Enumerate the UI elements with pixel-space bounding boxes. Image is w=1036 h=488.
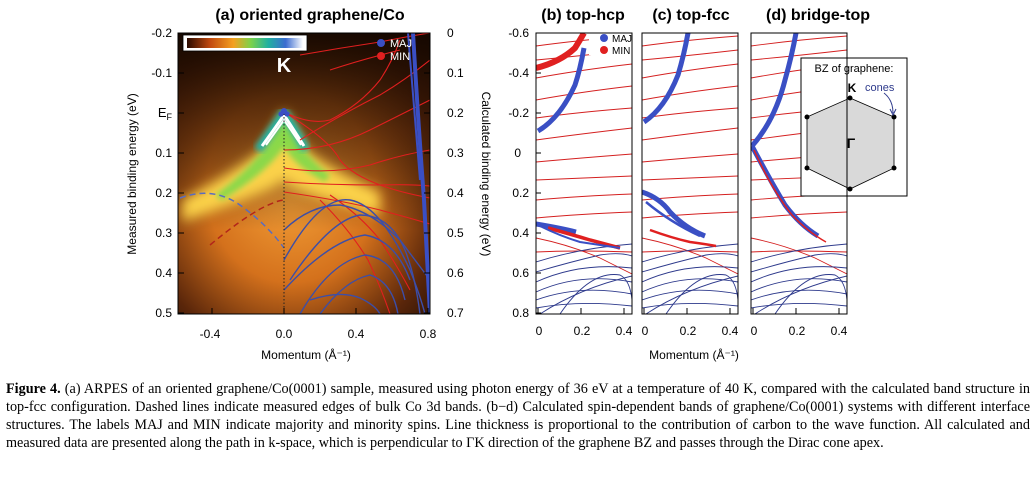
maj-band-thick (642, 189, 706, 239)
right-tick-label: 0.4 (447, 186, 464, 200)
k-point-label: K (277, 55, 292, 77)
y-tick-label: -0.2 (508, 106, 529, 120)
legend-maj-marker (377, 39, 385, 47)
panel-d-frame (750, 32, 848, 315)
right-tick-label: 0.7 (447, 306, 464, 320)
bz-cones-label: cones (865, 82, 895, 94)
x-tick-label: 0.8 (420, 327, 437, 341)
x-tick-label: 0.4 (348, 327, 365, 341)
right-tick-label: 0.1 (447, 66, 464, 80)
right-tick-label: 0.5 (447, 226, 464, 240)
legend-min-label: MIN (612, 46, 630, 57)
panel-a-ylabel-left: Measured binding energy (eV) (125, 93, 139, 254)
panel-a-xlabel: Momentum (Å⁻¹) (261, 347, 351, 362)
bz-inset: BZ of graphene: K cones Γ (800, 57, 908, 197)
x-tick-label: 0.2 (574, 324, 591, 338)
maj-band-thick (751, 33, 799, 148)
ef-label: EF (158, 105, 173, 122)
x-tick-label: 0.2 (789, 324, 806, 338)
panels-bcd-xlabel: Momentum (Å⁻¹) (649, 347, 739, 362)
panel-d-title: (d) bridge-top (766, 7, 870, 24)
panel-a-ylabel-right: Calculated binding energy (eV) (479, 92, 493, 257)
caption-text: (a) ARPES of an oriented graphene/Co(000… (6, 381, 1030, 451)
maj-band-thick (536, 47, 587, 134)
min-band-thick (649, 228, 717, 248)
y-tick-label: -0.4 (508, 66, 529, 80)
panel-c-title: (c) top-fcc (652, 7, 729, 24)
left-tick-label: -0.1 (151, 66, 172, 80)
min-band-thick (547, 226, 621, 250)
panel-a-left-axis: -0.2 -0.1 EF 0.1 0.2 0.3 0.4 0.5 (151, 26, 184, 320)
y-tick-label: 0.2 (512, 186, 529, 200)
figure-4: (a) oriented graphene/Co (125, 7, 908, 362)
figure-caption: Figure 4. (a) ARPES of an oriented graph… (6, 380, 1030, 452)
legend-maj-label: MAJ (612, 34, 632, 45)
right-tick-label: 0.3 (447, 146, 464, 160)
panel-b: (b) top-hcp (508, 7, 632, 338)
panel-b-title: (b) top-hcp (541, 7, 625, 24)
cones-arrow (883, 92, 894, 114)
y-tick-label: 0.8 (512, 306, 529, 320)
x-tick-label: 0.4 (831, 324, 848, 338)
maj-band-thick (536, 221, 577, 235)
legend-maj-label: MAJ (390, 38, 412, 50)
min-band-thick (536, 33, 587, 71)
right-tick-label: 0 (447, 26, 454, 40)
x-tick-label: 0.0 (276, 327, 293, 341)
left-tick-label: 0.3 (155, 226, 172, 240)
x-tick-label: 0.2 (680, 324, 697, 338)
x-tick-label: 0 (642, 324, 649, 338)
panel-d-x-axis: 0 0.2 0.4 (751, 308, 848, 338)
bz-gamma-label: Γ (847, 135, 856, 151)
caption-label: Figure 4. (6, 381, 61, 397)
panel-a: (a) oriented graphene/Co (125, 7, 493, 362)
calculated-bands-overlay (283, 33, 430, 314)
bz-k-label: K (848, 81, 857, 95)
left-tick-label: 0.1 (155, 146, 172, 160)
y-tick-label: 0 (514, 146, 521, 160)
legend-min-marker (600, 46, 608, 54)
y-tick-label: 0.4 (512, 226, 529, 240)
right-tick-label: 0.2 (447, 106, 464, 120)
legend-min-marker (377, 52, 385, 60)
left-tick-label: 0.4 (155, 266, 172, 280)
x-tick-label: 0.4 (722, 324, 739, 338)
y-tick-label: 0.6 (512, 266, 529, 280)
arpes-intensity-map (178, 33, 430, 314)
panel-c-frame (641, 32, 739, 315)
bz-title: BZ of graphene: (815, 63, 894, 75)
left-tick-label: -0.2 (151, 26, 172, 40)
x-tick-label: 0.4 (616, 324, 633, 338)
panel-c-x-axis: 0 0.2 0.4 (642, 308, 739, 338)
panel-a-title: (a) oriented graphene/Co (215, 7, 405, 24)
calculated-bands-c (642, 35, 738, 314)
left-tick-label: 0.2 (155, 186, 172, 200)
panel-b-x-axis: 0 0.2 0.4 (536, 308, 633, 338)
y-tick-label: -0.6 (508, 26, 529, 40)
panel-d: (d) bridge-top (750, 7, 908, 338)
panel-b-y-axis: -0.6 -0.4 -0.2 0 0.2 0.4 0.6 0.8 (508, 26, 541, 320)
maj-band-thick (642, 33, 691, 125)
panel-a-x-axis: -0.4 0.0 0.4 0.8 (200, 308, 437, 341)
x-tick-label: 0 (536, 324, 543, 338)
panel-a-legend: MAJ MIN (377, 38, 412, 63)
panel-b-legend: MAJ MIN (589, 34, 632, 57)
x-tick-label: 0 (751, 324, 758, 338)
intensity-colorbar (182, 34, 308, 52)
panel-a-frame (177, 32, 431, 315)
panel-b-frame (535, 32, 633, 315)
panel-a-right-axis: 0 0.1 0.2 0.3 0.4 0.5 0.6 0.7 (424, 26, 464, 320)
right-tick-label: 0.6 (447, 266, 464, 280)
calculated-bands-b (536, 35, 632, 314)
panel-c: (c) top-fcc (641, 7, 739, 362)
x-tick-label: -0.4 (200, 327, 221, 341)
left-tick-label: 0.5 (155, 306, 172, 320)
legend-maj-marker (600, 34, 608, 42)
legend-min-label: MIN (390, 51, 410, 63)
